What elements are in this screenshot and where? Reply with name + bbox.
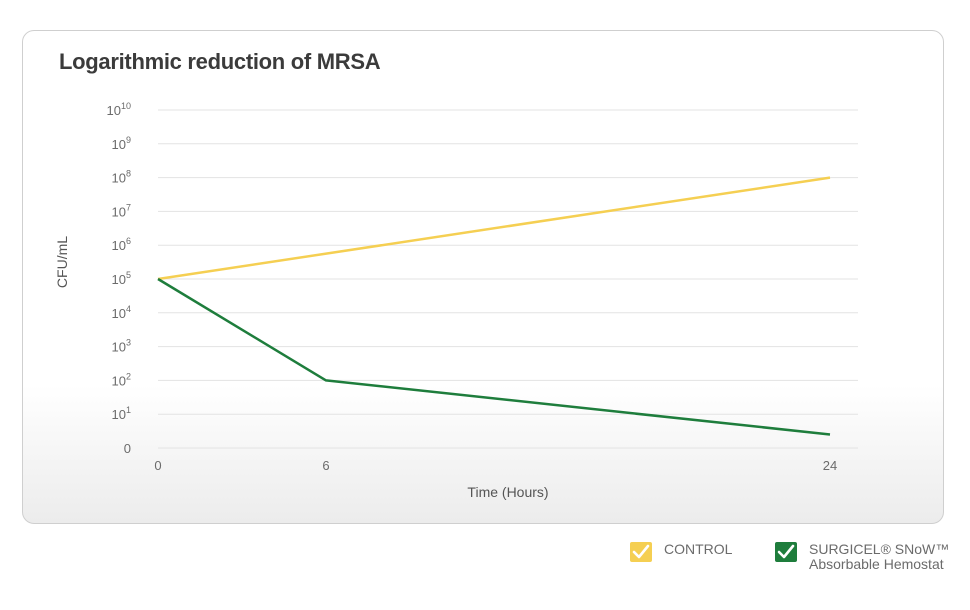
y-tick-exponent: 1	[126, 405, 131, 415]
y-tick-exponent: 4	[126, 304, 131, 314]
y-tick-label: 104	[112, 304, 131, 321]
y-tick-label: 105	[112, 270, 131, 287]
x-tick-label: 6	[322, 458, 329, 473]
x-tick-label: 24	[823, 458, 837, 473]
legend: CONTROL SURGICEL® SNoW™ Absorbable Hemos…	[620, 540, 960, 600]
y-tick-base: 10	[112, 373, 126, 388]
chart-title: Logarithmic reduction of MRSA	[59, 49, 381, 74]
y-tick-base: 10	[112, 306, 126, 321]
y-tick-base: 10	[112, 238, 126, 253]
legend-label-surgicel-line2: Absorbable Hemostat	[809, 556, 944, 572]
y-tick-base: 0	[124, 441, 131, 456]
legend-item-surgicel: SURGICEL® SNoW™ Absorbable Hemostat	[775, 542, 949, 572]
y-tick-base: 10	[112, 204, 126, 219]
y-tick-base: 10	[112, 407, 126, 422]
checkmark-icon	[630, 542, 652, 562]
legend-label-control: CONTROL	[664, 541, 733, 557]
y-tick-base: 10	[112, 137, 126, 152]
y-tick-base: 10	[112, 340, 126, 355]
legend-item-control: CONTROL	[630, 542, 732, 562]
y-tick-label: 109	[112, 135, 131, 152]
y-tick-label: 103	[112, 338, 131, 355]
y-tick-label: 0	[124, 441, 131, 456]
y-tick-label: 101	[112, 405, 131, 422]
y-tick-exponent: 10	[121, 101, 131, 111]
legend-label-surgicel: SURGICEL® SNoW™ Absorbable Hemostat	[809, 542, 949, 572]
legend-label-surgicel-line1: SURGICEL® SNoW™	[809, 541, 950, 557]
y-tick-exponent: 8	[126, 169, 131, 179]
y-axis-label: CFU/mL	[54, 236, 70, 288]
series-line-1	[157, 277, 831, 436]
y-tick-label: 1010	[107, 101, 131, 118]
checkmark-icon	[775, 542, 797, 562]
x-tick-label: 0	[154, 458, 161, 473]
y-tick-exponent: 3	[126, 338, 131, 348]
y-tick-exponent: 2	[126, 371, 131, 381]
y-tick-label: 102	[112, 371, 131, 388]
y-tick-exponent: 9	[126, 135, 131, 145]
x-axis-label: Time (Hours)	[467, 484, 548, 500]
y-tick-exponent: 6	[126, 236, 131, 246]
y-tick-label: 106	[112, 236, 131, 253]
checkmark-glyph	[632, 544, 650, 559]
y-tick-base: 10	[112, 171, 126, 186]
y-tick-label: 107	[112, 202, 131, 219]
y-tick-exponent: 5	[126, 270, 131, 280]
y-tick-base: 10	[112, 272, 126, 287]
y-tick-label: 108	[112, 169, 131, 186]
checkmark-glyph	[777, 544, 795, 559]
y-tick-base: 10	[107, 103, 121, 118]
y-tick-exponent: 7	[126, 202, 131, 212]
series-line-0	[157, 176, 831, 281]
